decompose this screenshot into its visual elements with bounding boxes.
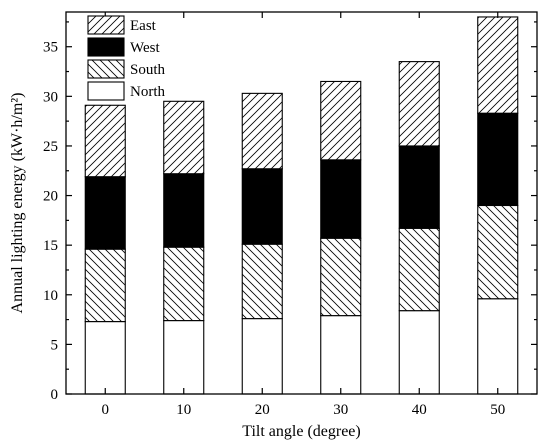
bar-segment-east-10 xyxy=(163,100,205,175)
y-tick-label: 0 xyxy=(51,387,59,403)
bar-segment-south-10 xyxy=(163,246,205,322)
legend-label-north: North xyxy=(130,84,165,100)
axes xyxy=(65,11,538,395)
x-tick-label: 10 xyxy=(176,402,191,418)
x-tick-label: 20 xyxy=(255,402,270,418)
x-tick-label: 0 xyxy=(102,402,110,418)
bar-segment-east-0 xyxy=(84,104,126,178)
y-tick-label: 25 xyxy=(43,139,58,155)
legend-swatch-south xyxy=(87,59,125,79)
bar-group xyxy=(84,16,519,395)
bar-segment-south-20 xyxy=(241,243,283,320)
y-tick-label: 35 xyxy=(43,40,58,56)
bar-segment-west-50 xyxy=(477,112,519,207)
bar-segment-west-0 xyxy=(84,176,126,250)
bar-segment-north-30 xyxy=(320,315,362,395)
x-axis-ticks: 0 10 20 30 40 50 xyxy=(102,12,505,418)
y-tick-label: 15 xyxy=(43,238,58,254)
legend-swatch-west xyxy=(87,37,125,57)
x-tick-label: 40 xyxy=(412,402,427,418)
bar-segment-east-30 xyxy=(320,80,362,161)
bar-segment-south-40 xyxy=(398,227,440,312)
bar-segment-west-20 xyxy=(241,168,283,245)
y-tick-label: 30 xyxy=(43,89,58,105)
plot-frame xyxy=(65,11,538,395)
y-tick-label: 20 xyxy=(43,189,58,205)
bar-segment-north-50 xyxy=(477,298,519,395)
bar-segment-west-30 xyxy=(320,159,362,239)
bar-segment-south-30 xyxy=(320,237,362,317)
bar-segment-east-40 xyxy=(398,61,440,147)
y-tick-label: 10 xyxy=(43,288,58,304)
y-axis-label: Annual lighting energy (kW·h/m²) xyxy=(9,93,26,314)
bar-segment-east-50 xyxy=(477,16,519,114)
legend-swatch-east xyxy=(87,15,125,35)
legend: East West South North xyxy=(87,15,166,101)
x-axis-label: Tilt angle (degree) xyxy=(242,423,360,440)
bar-segment-north-40 xyxy=(398,310,440,395)
legend-label-south: South xyxy=(130,62,166,78)
bar-segment-south-50 xyxy=(477,204,519,300)
bar-segment-south-0 xyxy=(84,248,126,323)
legend-label-west: West xyxy=(130,40,160,56)
bar-segment-east-20 xyxy=(241,92,283,170)
x-tick-label: 30 xyxy=(333,402,348,418)
y-tick-label: 5 xyxy=(51,337,59,353)
bar-segment-west-40 xyxy=(398,145,440,229)
y-axis-ticks: 0 5 10 15 20 25 30 35 xyxy=(43,21,537,403)
bar-segment-west-10 xyxy=(163,173,205,248)
legend-swatch-north xyxy=(87,81,125,101)
bar-segment-north-10 xyxy=(163,320,205,395)
x-tick-label: 50 xyxy=(490,402,505,418)
bar-segment-north-20 xyxy=(241,318,283,395)
bar-segment-north-0 xyxy=(84,321,126,395)
legend-label-east: East xyxy=(130,18,157,34)
